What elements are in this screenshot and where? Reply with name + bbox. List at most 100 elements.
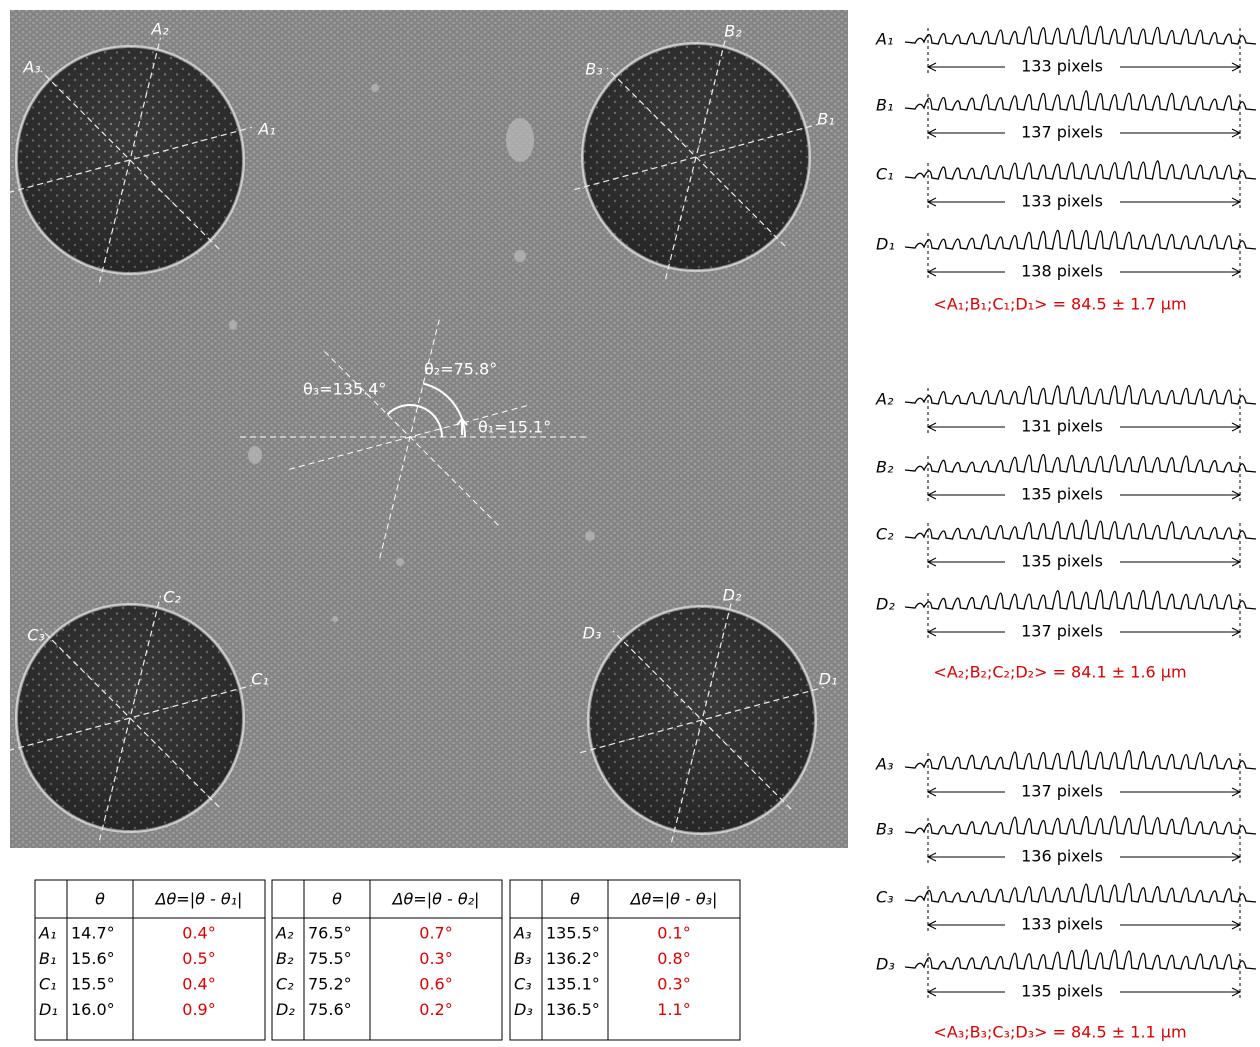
angle-label: θ₂=75.8°	[424, 360, 497, 379]
table-header: Δθ=|θ - θ₂|	[391, 890, 480, 909]
debris	[396, 558, 404, 566]
row-label: D₂	[276, 1000, 295, 1019]
profile-trace	[905, 751, 1256, 769]
mean-label: <A₁;B₁;C₁;D₁> = 84.5 ± 1.7 μm	[933, 295, 1186, 314]
theta-value: 16.0°	[71, 1000, 115, 1019]
profile-trace	[905, 454, 1256, 472]
profile-label: A₁	[875, 30, 893, 49]
delta-value: 0.4°	[182, 924, 215, 943]
profile-label: D₃	[876, 955, 895, 974]
profile-label: B₃	[876, 820, 893, 839]
mean-label: <A₂;B₂;C₂;D₂> = 84.1 ± 1.6 μm	[933, 663, 1186, 682]
delta-value: 0.5°	[182, 949, 215, 968]
debris	[514, 250, 526, 262]
table-header: θ	[95, 890, 105, 909]
theta-value: 76.5°	[308, 924, 352, 943]
figure: A₁ A₂ A₃ B₁ B₂ B₃ C₁ C₂ C₃ D₁ D₂ D₃ θ₁=15.1° θ₂=75.8°…	[0, 0, 1260, 1047]
table-header: Δθ=|θ - θ₃|	[629, 890, 718, 909]
image-label: A₂	[150, 20, 169, 39]
sem-image	[8, 10, 848, 848]
debris	[332, 616, 338, 622]
image-label: C₂	[163, 588, 181, 607]
table-header: θ	[570, 890, 580, 909]
theta-value: 75.2°	[308, 975, 352, 994]
profile-label: A₃	[875, 755, 893, 774]
profile-label: C₂	[876, 525, 894, 544]
image-label: C₁	[251, 670, 269, 689]
image-label: D₃	[583, 624, 602, 643]
width-label: 133 pixels	[1021, 915, 1103, 934]
width-label: 137 pixels	[1021, 622, 1103, 641]
debris	[585, 531, 595, 541]
width-label: 137 pixels	[1021, 123, 1103, 142]
debris	[248, 446, 262, 464]
row-label: A₃	[513, 924, 531, 943]
image-label: A₃	[22, 58, 40, 77]
width-label: 135 pixels	[1021, 982, 1103, 1001]
profile-trace	[905, 91, 1256, 110]
theta-value: 75.5°	[308, 949, 352, 968]
table-header: θ	[332, 890, 342, 909]
profile-label: C₁	[876, 165, 894, 184]
width-label: 136 pixels	[1021, 847, 1103, 866]
image-label: D₁	[819, 670, 838, 689]
delta-value: 0.6°	[419, 975, 452, 994]
theta-value: 75.6°	[308, 1000, 352, 1019]
row-label: D₃	[514, 1000, 533, 1019]
image-label: C₃	[27, 626, 45, 645]
image-label: A₁	[257, 120, 275, 139]
theta-value: 136.5°	[546, 1000, 600, 1019]
profile-trace	[905, 385, 1256, 404]
image-label: B₃	[585, 60, 602, 79]
theta-value: 136.2°	[546, 949, 600, 968]
theta-value: 15.5°	[71, 975, 115, 994]
delta-value: 0.7°	[419, 924, 452, 943]
profile-label: D₁	[876, 235, 895, 254]
row-label: C₁	[39, 975, 57, 994]
debris	[371, 84, 379, 92]
profile-label: C₃	[876, 888, 894, 907]
row-label: A₁	[38, 924, 56, 943]
delta-value: 0.1°	[657, 924, 690, 943]
row-label: B₂	[276, 949, 294, 968]
width-label: 133 pixels	[1021, 57, 1103, 76]
profile-trace	[905, 590, 1256, 609]
profile-trace	[905, 883, 1256, 902]
mean-label: <A₃;B₃;C₃;D₃> = 84.5 ± 1.1 μm	[933, 1023, 1186, 1042]
image-label: B₂	[724, 22, 742, 41]
theta-value: 15.6°	[71, 949, 115, 968]
delta-value: 0.9°	[182, 1000, 215, 1019]
angle-label: θ₃=135.4°	[303, 380, 386, 399]
profile-label: A₂	[875, 390, 894, 409]
profile-label: B₁	[876, 96, 893, 115]
row-label: D₁	[39, 1000, 58, 1019]
delta-value: 0.8°	[657, 949, 690, 968]
angle-label: θ₁=15.1°	[478, 418, 551, 437]
width-label: 135 pixels	[1021, 485, 1103, 504]
delta-value: 0.2°	[419, 1000, 452, 1019]
delta-value: 0.4°	[182, 975, 215, 994]
theta-value: 135.5°	[546, 924, 600, 943]
row-label: A₂	[275, 924, 294, 943]
width-label: 137 pixels	[1021, 782, 1103, 801]
delta-value: 0.3°	[419, 949, 452, 968]
profile-label: B₂	[876, 458, 894, 477]
row-label: C₂	[276, 975, 294, 994]
width-label: 133 pixels	[1021, 192, 1103, 211]
debris	[229, 320, 237, 330]
profile-trace	[905, 520, 1256, 539]
delta-value: 0.3°	[657, 975, 690, 994]
width-label: 138 pixels	[1021, 262, 1103, 281]
theta-value: 14.7°	[71, 924, 115, 943]
delta-value: 1.1°	[657, 1000, 690, 1019]
profile-label: D₂	[876, 595, 895, 614]
profile-trace	[905, 950, 1256, 969]
profile-trace	[905, 816, 1256, 834]
profile-trace	[905, 230, 1256, 249]
width-label: 135 pixels	[1021, 552, 1103, 571]
profile-trace	[905, 26, 1256, 44]
theta-value: 135.1°	[546, 975, 600, 994]
row-label: B₃	[514, 949, 531, 968]
image-label: B₁	[817, 110, 834, 129]
row-label: C₃	[514, 975, 532, 994]
